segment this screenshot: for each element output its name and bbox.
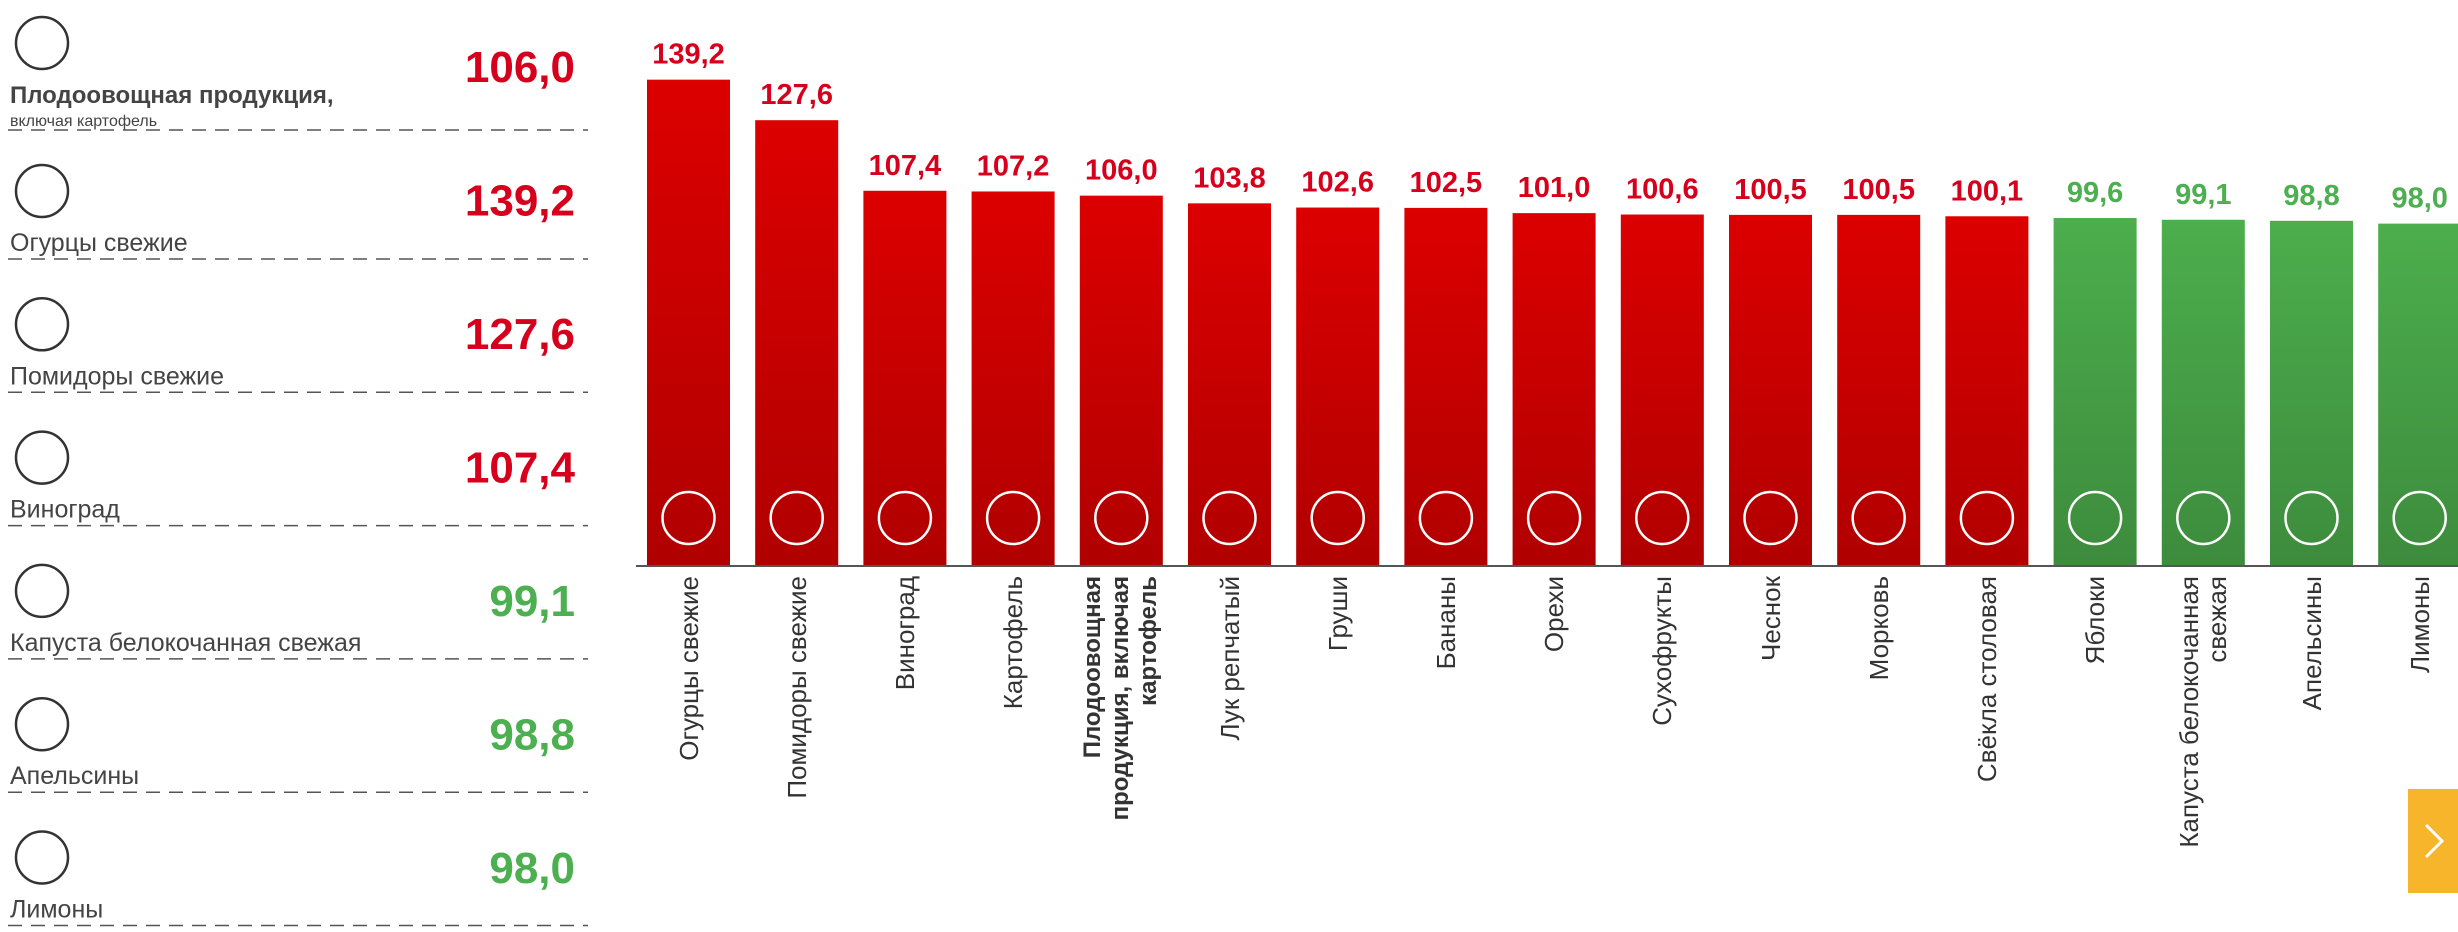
- value-label: 100,1: [1951, 175, 2024, 207]
- value-label: 99,6: [2067, 177, 2123, 209]
- item-value: 107,4: [465, 444, 576, 493]
- bar-shade: [755, 120, 839, 566]
- item-label: Помидоры свежие: [10, 362, 224, 390]
- bar-shade: [2270, 220, 2353, 566]
- value-label: 139,2: [652, 39, 725, 71]
- value-label: 98,0: [2391, 183, 2447, 215]
- category-label: Свёкла столовая: [1971, 576, 2002, 783]
- category-label: Огурцы свежие: [673, 576, 704, 761]
- item-value: 106,0: [465, 43, 575, 92]
- bar-icon: [1851, 490, 1906, 546]
- category-label: Орехи: [1539, 576, 1570, 653]
- value-label: 101,0: [1518, 172, 1591, 204]
- bar-icon: [1094, 490, 1149, 546]
- bar-shade: [1945, 216, 2029, 566]
- category-label: Апельсины: [2296, 576, 2327, 711]
- category-label: Лук репчатый: [1214, 576, 1245, 741]
- bar-icon: [985, 490, 1041, 546]
- category-label: Виноград: [889, 576, 920, 691]
- category-label: Груши: [1322, 576, 1353, 652]
- category-label: Лимоны: [2404, 576, 2435, 673]
- item-icon: [14, 563, 70, 619]
- value-label: 100,6: [1626, 174, 1699, 206]
- value-label: 107,4: [869, 150, 942, 182]
- value-label: 107,2: [977, 150, 1050, 182]
- value-label: 98,8: [2283, 180, 2339, 212]
- chevron: [2424, 823, 2445, 859]
- bar-icon: [1743, 490, 1798, 546]
- item-label: Капуста белокочанная свежая: [10, 629, 361, 657]
- value-label: 106,0: [1085, 155, 1158, 187]
- item-icon: [14, 15, 70, 71]
- item-value: 98,0: [489, 844, 575, 893]
- item-icon: [14, 830, 70, 885]
- bar-shade: [1079, 195, 1163, 566]
- bar-icon: [2284, 490, 2339, 546]
- bar-icon: [2392, 490, 2447, 546]
- bar-shade: [1512, 213, 1596, 566]
- category-label: Морковь: [1863, 576, 1894, 681]
- item-icon: [14, 696, 70, 752]
- category-label: Бананы: [1430, 576, 1461, 670]
- category-label: Картофель: [998, 576, 1029, 710]
- bar-shade: [971, 191, 1055, 566]
- bar-icon: [1635, 490, 1690, 546]
- bar-shade: [863, 190, 947, 567]
- item-value: 98,8: [489, 711, 575, 760]
- bar-shade: [1620, 214, 1704, 566]
- item-note: включая картофель: [10, 113, 157, 130]
- value-label: 102,5: [1410, 167, 1483, 199]
- item-label: Огурцы свежие: [10, 229, 188, 257]
- bar-icon: [1526, 490, 1582, 546]
- item-label: Виноград: [10, 496, 120, 524]
- category-label: Сухофрукты: [1647, 576, 1678, 726]
- bar-icon: [1418, 490, 1474, 546]
- value-label: 100,5: [1734, 174, 1807, 206]
- bar-icon: [2067, 490, 2123, 546]
- bar-icon: [1959, 490, 2015, 546]
- bar-shade: [1404, 207, 1488, 566]
- bar-shade: [1837, 214, 1921, 567]
- value-label: 100,5: [1842, 174, 1915, 206]
- chevron-line: [2424, 823, 2445, 859]
- next-button[interactable]: [2408, 789, 2458, 893]
- category-label: Яблоки: [2080, 576, 2111, 665]
- bar-icon: [661, 490, 716, 546]
- item-value: 99,1: [489, 577, 575, 626]
- bar-shade: [647, 79, 730, 567]
- category-label: Плодоовощная продукция, включая картофел…: [1079, 576, 1163, 821]
- item-value: 139,2: [465, 177, 575, 226]
- bar-icon: [1310, 490, 1365, 546]
- category-label: Чеснок: [1755, 576, 1786, 661]
- bar-shade: [1296, 207, 1380, 566]
- item-label: Лимоны: [10, 896, 103, 924]
- category-label: Капуста белокочанная свежая: [2174, 576, 2233, 848]
- bar-shade: [2053, 218, 2137, 566]
- value-label: 103,8: [1193, 162, 1266, 194]
- item-icon: [14, 297, 70, 352]
- bar-shade: [1729, 214, 1812, 567]
- item-icon: [14, 163, 70, 219]
- bar-icon: [1202, 490, 1257, 546]
- value-label: 102,6: [1301, 167, 1374, 199]
- bar-icon: [769, 490, 824, 546]
- bar-shade: [1188, 203, 1271, 566]
- item-label: Плодоовощная продукция,: [10, 82, 334, 109]
- item-icon: [14, 430, 70, 485]
- item-label: Апельсины: [10, 762, 139, 790]
- bar-icon: [2176, 490, 2231, 546]
- bar-icon: [877, 490, 933, 546]
- item-value: 127,6: [465, 310, 575, 359]
- bar-shade: [2161, 219, 2245, 566]
- category-label: Помидоры свежие: [781, 576, 812, 799]
- value-label: 99,1: [2175, 179, 2231, 211]
- value-label: 127,6: [760, 79, 833, 111]
